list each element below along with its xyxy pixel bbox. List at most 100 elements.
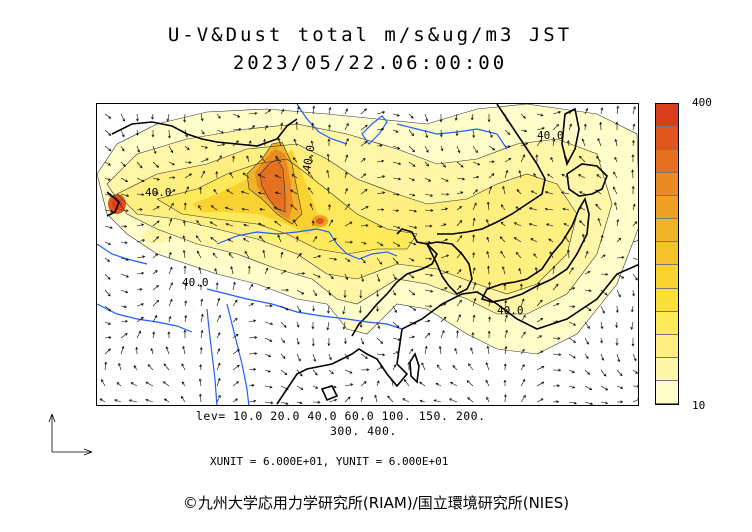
wind-vector	[151, 113, 155, 120]
wind-vector	[246, 155, 250, 163]
wind-vector	[503, 283, 507, 291]
river-brahmaputra	[97, 303, 193, 333]
wind-vector	[488, 298, 492, 307]
wind-vector	[616, 255, 625, 259]
wind-vector	[168, 315, 172, 323]
wind-vector	[216, 297, 221, 307]
wind-vector	[224, 206, 234, 211]
wind-vector	[280, 251, 284, 259]
wind-vector	[502, 266, 506, 275]
wind-vector	[520, 113, 526, 119]
wind-vector	[326, 186, 330, 195]
wind-vector	[578, 206, 586, 211]
wind-vector	[244, 250, 250, 259]
wind-vector	[615, 305, 619, 313]
wind-vector	[328, 369, 334, 375]
wind-vector	[632, 353, 637, 362]
wind-vector	[456, 285, 462, 291]
wind-vector	[632, 257, 638, 261]
wind-vector	[424, 193, 434, 197]
wind-vector	[184, 300, 188, 307]
wind-vector	[360, 368, 370, 372]
wind-vector	[631, 154, 635, 163]
wind-vector	[212, 252, 218, 259]
wind-vector	[584, 385, 593, 391]
wind-vector	[225, 223, 234, 227]
wind-vector	[392, 241, 401, 247]
chart-title: U-V&Dust total m/s&ug/m3 JST	[167, 24, 573, 46]
wind-vector	[280, 337, 285, 344]
wind-vector	[183, 265, 187, 275]
wind-vector	[257, 173, 266, 179]
wind-vector	[274, 220, 282, 227]
wind-vector	[232, 381, 240, 387]
wind-vector	[216, 394, 221, 403]
wind-vector	[280, 122, 284, 131]
wind-vector	[168, 202, 174, 211]
wind-vector	[104, 241, 112, 246]
wind-vector	[487, 113, 491, 123]
wind-vector	[128, 399, 138, 403]
coastline-taiwan	[409, 352, 420, 384]
wind-vector	[200, 313, 204, 323]
wind-vector	[536, 365, 545, 371]
wind-vector	[114, 399, 122, 403]
wind-vector	[210, 237, 218, 243]
vector-units: XUNIT = 6.000E+01, YUNIT = 6.000E+01	[210, 455, 449, 468]
wind-vector	[424, 273, 434, 277]
wind-vector	[293, 219, 298, 227]
contour-label: 40.0	[145, 186, 172, 199]
wind-vector	[232, 299, 238, 307]
wind-vector	[440, 316, 447, 323]
wind-vector	[360, 396, 364, 403]
wind-vector	[232, 281, 236, 291]
wind-vector	[152, 145, 157, 155]
wind-vector	[424, 208, 434, 212]
wind-vector	[433, 399, 442, 403]
wind-vector	[182, 249, 186, 259]
wind-vector	[616, 273, 625, 279]
wind-vector	[360, 224, 369, 227]
wind-vector	[456, 314, 461, 323]
wind-vector	[392, 273, 397, 280]
wind-vector	[552, 384, 560, 388]
wind-vector	[120, 289, 129, 294]
wind-vector	[516, 189, 522, 195]
wind-vector	[392, 351, 400, 355]
wind-vector	[232, 127, 242, 131]
wind-vector	[152, 314, 158, 323]
wind-vector	[165, 346, 170, 355]
contour-label: 40.0	[300, 144, 317, 172]
wind-vector	[424, 145, 429, 153]
wind-vector	[424, 177, 432, 182]
contour-line	[106, 123, 613, 315]
wind-vector	[360, 173, 367, 179]
wind-vector-field	[99, 105, 638, 405]
wind-vector	[403, 379, 410, 387]
wind-vector	[168, 176, 176, 180]
wind-vector	[435, 383, 442, 387]
wind-vector	[264, 267, 269, 275]
wind-vector	[136, 161, 143, 169]
wind-vector	[198, 266, 202, 275]
wind-vector	[248, 125, 256, 131]
wind-vector	[104, 193, 113, 197]
wind-vector	[375, 305, 379, 312]
wind-vector	[408, 161, 416, 167]
wind-vector	[440, 270, 449, 275]
wind-vector	[168, 282, 173, 291]
wind-vector	[120, 193, 130, 197]
wind-vector	[600, 289, 608, 296]
wind-vector	[567, 249, 571, 259]
wind-vector	[195, 235, 202, 243]
wind-vector	[568, 305, 576, 308]
wind-vector	[184, 314, 188, 323]
wind-vector	[544, 191, 554, 195]
wind-vector	[99, 398, 106, 403]
wind-vector	[552, 336, 561, 340]
wind-vector	[376, 366, 383, 371]
wind-vector	[596, 174, 602, 179]
wind-vector	[242, 172, 250, 179]
wind-vector	[152, 161, 160, 168]
wind-vector	[534, 266, 538, 275]
